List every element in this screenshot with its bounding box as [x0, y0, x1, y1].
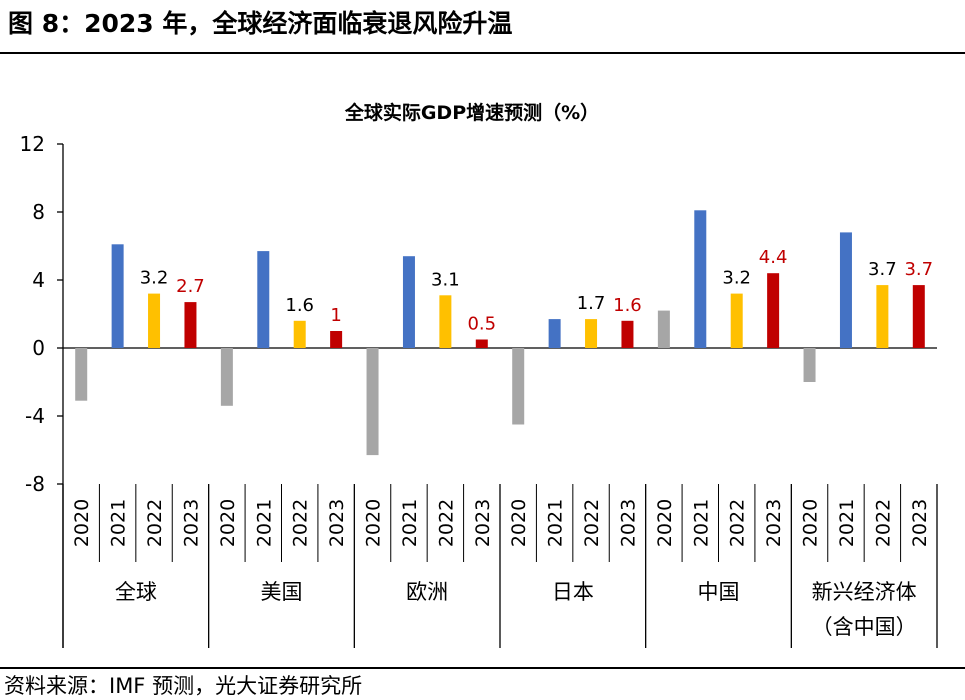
- bar-2023-2: [330, 331, 343, 348]
- bar-2021-3: [402, 256, 415, 348]
- bar-2021-4: [548, 319, 561, 348]
- year-tick-label: 2020: [217, 499, 239, 547]
- year-tick-label: 2021: [253, 499, 275, 547]
- year-tick-label: 2023: [617, 499, 639, 547]
- year-tick-label: 2020: [71, 499, 93, 547]
- year-tick-label: 2023: [763, 499, 785, 547]
- data-label-2022: 3.2: [722, 268, 751, 289]
- year-tick-label: 2022: [727, 499, 749, 547]
- data-label-2023: 0.5: [467, 314, 496, 335]
- category-label-line2: （含中国）: [812, 615, 917, 639]
- bar-2023-3: [475, 339, 488, 348]
- category-label: 新兴经济体: [812, 580, 917, 604]
- year-tick-label: 2020: [363, 499, 385, 547]
- y-tick-label: -8: [25, 472, 45, 496]
- data-label-2022: 1.7: [577, 293, 606, 314]
- y-tick-label: 12: [20, 132, 45, 156]
- source-note: 资料来源：IMF 预测，光大证券研究所: [4, 674, 363, 698]
- top-rule: [0, 52, 965, 54]
- data-label-2023: 3.7: [904, 259, 933, 280]
- category-label: 美国: [261, 580, 303, 604]
- year-tick-label: 2023: [326, 499, 348, 547]
- figure-title: 图 8：2023 年，全球经济面临衰退风险升温: [8, 9, 513, 38]
- category-label: 欧洲: [406, 580, 448, 604]
- bar-2022-2: [293, 320, 306, 348]
- category-label: 全球: [115, 580, 157, 604]
- year-tick-label: 2022: [435, 499, 457, 547]
- data-label-2022: 3.7: [868, 259, 897, 280]
- year-tick-label: 2023: [180, 499, 202, 547]
- bar-2022-1: [148, 293, 161, 348]
- category-label: 日本: [552, 580, 594, 604]
- bar-2021-1: [111, 244, 124, 348]
- year-tick-label: 2022: [144, 499, 166, 547]
- bar-2022-5: [730, 293, 743, 348]
- bar-2023-5: [767, 273, 780, 348]
- data-label-2023: 2.7: [176, 276, 205, 297]
- bar-2020-2: [220, 348, 233, 406]
- year-tick-label: 2020: [508, 499, 530, 547]
- bar-2020-3: [366, 348, 379, 456]
- year-tick-label: 2021: [108, 499, 130, 547]
- bar-2021-5: [694, 210, 707, 348]
- data-label-2022: 3.2: [140, 268, 169, 289]
- bar-2023-6: [912, 285, 925, 348]
- year-tick-label: 2021: [545, 499, 567, 547]
- bar-2023-1: [184, 302, 197, 348]
- bar-2020-6: [803, 348, 816, 382]
- year-tick-label: 2023: [472, 499, 494, 547]
- year-tick-label: 2020: [800, 499, 822, 547]
- bottom-rule: [0, 667, 965, 669]
- data-label-2022: 3.1: [431, 269, 460, 290]
- chart-title: 全球实际GDP增速预测（%）: [344, 101, 599, 124]
- data-label-2023: 4.4: [759, 247, 788, 268]
- year-tick-label: 2021: [836, 499, 858, 547]
- year-tick-label: 2020: [654, 499, 676, 547]
- bar-2022-6: [876, 285, 889, 348]
- data-label-2023: 1: [330, 305, 341, 326]
- year-tick-label: 2022: [581, 499, 603, 547]
- y-tick-label: -4: [25, 404, 45, 428]
- data-label-2022: 1.6: [285, 295, 314, 316]
- y-tick-label: 4: [32, 268, 45, 292]
- y-tick-label: 8: [32, 200, 45, 224]
- year-tick-label: 2022: [872, 499, 894, 547]
- bar-2020-5: [657, 310, 670, 348]
- year-tick-label: 2021: [690, 499, 712, 547]
- category-label: 中国: [698, 580, 740, 604]
- year-tick-label: 2021: [399, 499, 421, 547]
- bar-2023-4: [621, 320, 634, 348]
- year-tick-label: 2023: [909, 499, 931, 547]
- bar-2022-4: [585, 319, 598, 348]
- bar-2020-1: [75, 348, 88, 401]
- data-label-2023: 1.6: [613, 295, 642, 316]
- bar-2022-3: [439, 295, 452, 348]
- bar-2021-6: [839, 232, 852, 348]
- y-tick-label: 0: [32, 336, 45, 360]
- year-tick-label: 2022: [290, 499, 312, 547]
- bar-2020-4: [512, 348, 525, 425]
- bar-2021-2: [257, 251, 270, 348]
